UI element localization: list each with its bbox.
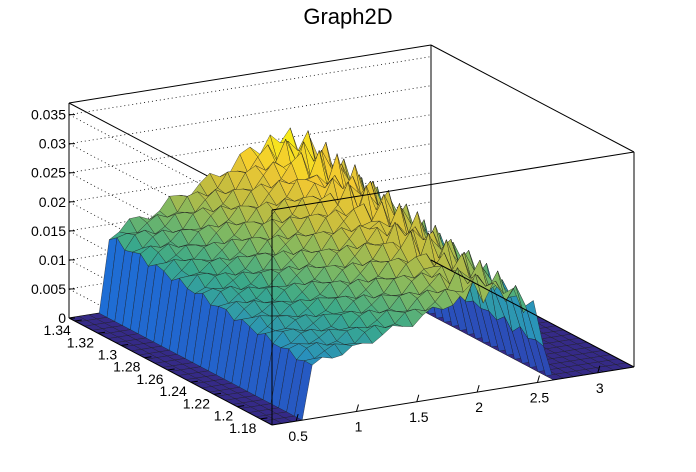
y-tick-mark: [97, 331, 106, 334]
y-tick-mark: [260, 417, 268, 420]
y-tick-mark: [190, 380, 198, 383]
y-tick-mark: [167, 368, 175, 371]
frame-edge: [430, 44, 635, 153]
z-tick-label: 0.035: [31, 107, 66, 123]
z-tick-label: 0.03: [39, 136, 66, 152]
z-tick-label: 0.02: [39, 194, 66, 210]
x-tick-mark: [476, 384, 480, 393]
z-tick-label: 0.01: [39, 252, 66, 268]
y-tick-label: 1.24: [160, 383, 187, 399]
y-tick-label: 1.34: [44, 322, 71, 338]
frame-edge: [68, 317, 273, 426]
y-tick-mark: [237, 405, 245, 408]
frame-edge: [430, 259, 635, 368]
x-tick-label: 2: [475, 399, 483, 415]
y-tick-label: 1.22: [183, 395, 210, 411]
y-tick-mark: [213, 392, 222, 395]
y-tick-label: 1.26: [136, 371, 163, 387]
x-tick-label: 3: [596, 380, 604, 396]
z-tick-label: 0.015: [31, 223, 66, 239]
frame-edge: [68, 44, 432, 104]
y-tick-mark: [74, 319, 82, 322]
x-tick-mark: [355, 404, 359, 412]
z-tick-label: 0.025: [31, 165, 66, 181]
x-tick-label: 1.5: [409, 409, 429, 425]
frame-edge: [271, 151, 635, 211]
x-tick-label: 0.5: [288, 428, 308, 444]
z-tick-label: 0.005: [31, 281, 66, 297]
x-tick-label: 1: [355, 418, 363, 434]
z-tick-label: 0: [58, 310, 66, 326]
x-tick-label: 2.5: [530, 389, 550, 405]
x-tick-mark: [597, 365, 601, 373]
surface-plot: [68, 127, 635, 426]
x-tick-mark: [536, 375, 540, 383]
frame-edge: [271, 366, 635, 426]
y-tick-label: 1.2: [214, 408, 234, 424]
x-tick-mark: [416, 394, 420, 402]
y-tick-label: 1.28: [113, 359, 140, 375]
grid-line-z: [68, 56, 432, 116]
x-tick-mark: [295, 413, 299, 422]
chart-title: Graph2D: [303, 4, 393, 29]
y-tick-mark: [144, 356, 152, 359]
front-frame: [68, 44, 635, 426]
y-tick-mark: [121, 344, 129, 347]
y-tick-label: 1.18: [229, 420, 256, 436]
axis-ticks: 0 0.005 0.01 0.015 0.02 0.025 0.03 0.035 0.5 1 1.5…: [31, 107, 604, 445]
y-tick-label: 1.32: [67, 334, 94, 350]
y-tick-label: 1.3: [98, 347, 118, 363]
